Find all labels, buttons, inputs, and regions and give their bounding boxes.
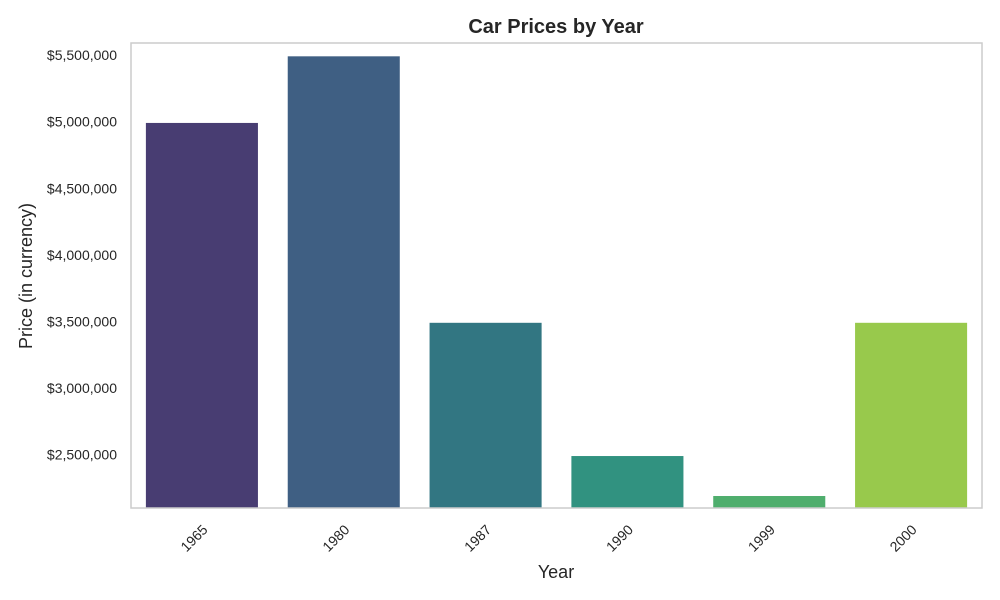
y-axis-label: Price (in currency) xyxy=(16,203,36,349)
y-tick-label: $5,500,000 xyxy=(47,47,117,63)
x-tick-label-1980: 1980 xyxy=(319,521,352,554)
chart-title: Car Prices by Year xyxy=(468,16,644,38)
bar-1980 xyxy=(287,56,400,508)
bars-layer xyxy=(145,56,968,508)
x-tick-label-1987: 1987 xyxy=(461,521,494,554)
y-tick-label: $4,500,000 xyxy=(47,180,117,196)
y-tick-label: $5,000,000 xyxy=(47,114,117,130)
y-axis-ticks: $2,500,000 $3,000,000 $3,500,000 $4,000,000… xyxy=(47,47,117,463)
y-tick-label: $2,500,000 xyxy=(47,447,117,463)
bar-1987 xyxy=(429,322,542,508)
plot-frame xyxy=(130,42,983,509)
bar-1999 xyxy=(713,496,826,508)
y-tick-label: $3,000,000 xyxy=(47,380,117,396)
x-tick-label-2000: 2000 xyxy=(886,521,919,554)
x-tick-label-1965: 1965 xyxy=(177,521,210,554)
y-tick-label: $4,000,000 xyxy=(47,247,117,263)
x-tick-label-1999: 1999 xyxy=(745,521,778,554)
x-tick-label-1990: 1990 xyxy=(603,521,636,554)
y-tick-label: $3,500,000 xyxy=(47,314,117,330)
bar-1965 xyxy=(145,122,258,508)
bar-1990 xyxy=(571,456,684,508)
x-axis-ticks: 1965 1980 1987 1990 1999 2000 xyxy=(177,521,920,554)
x-axis-label: Year xyxy=(538,562,574,582)
bar-2000 xyxy=(855,322,968,508)
